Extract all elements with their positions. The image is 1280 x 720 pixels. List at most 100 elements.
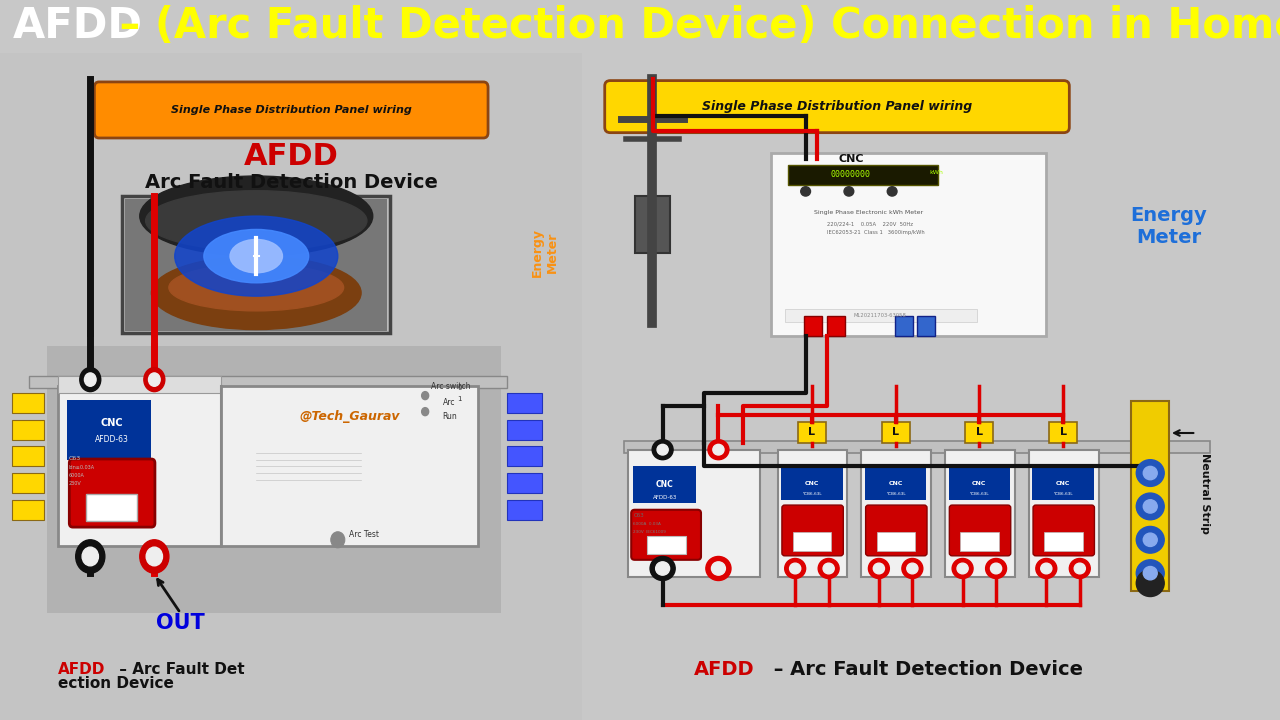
Bar [1029, 450, 1098, 577]
Circle shape [801, 186, 810, 196]
Bar [123, 196, 390, 333]
Circle shape [1041, 563, 1052, 574]
Bar [781, 468, 842, 500]
Bar [507, 500, 541, 520]
Bar [797, 422, 826, 443]
Circle shape [1074, 563, 1085, 574]
Circle shape [705, 557, 731, 580]
Bar [507, 473, 541, 493]
Text: AFDD: AFDD [694, 660, 755, 680]
Bar [794, 533, 832, 551]
Text: Arc: Arc [443, 398, 456, 408]
Circle shape [1143, 533, 1157, 546]
Ellipse shape [146, 191, 367, 251]
Text: Idn≥0.03A: Idn≥0.03A [69, 465, 95, 470]
Text: L: L [809, 428, 815, 437]
Text: L: L [892, 428, 899, 437]
Bar [59, 377, 221, 393]
Bar [877, 533, 915, 551]
Text: 6000A: 6000A [69, 473, 84, 478]
Text: ML20211703-63058: ML20211703-63058 [854, 313, 906, 318]
Text: L: L [975, 428, 983, 437]
Circle shape [76, 540, 105, 573]
Circle shape [868, 559, 890, 578]
Text: CNC: CNC [972, 480, 987, 485]
Circle shape [1137, 459, 1165, 487]
Circle shape [986, 559, 1006, 578]
Text: AFDD: AFDD [13, 5, 143, 48]
FancyBboxPatch shape [69, 459, 155, 527]
Text: – Arc Fault Detection Device: – Arc Fault Detection Device [767, 660, 1083, 680]
Text: CNC: CNC [888, 480, 902, 485]
Text: CNC: CNC [655, 480, 673, 489]
Bar [12, 420, 44, 440]
Circle shape [84, 373, 96, 386]
Bar [59, 386, 221, 546]
Bar [29, 376, 507, 387]
Text: CNC: CNC [805, 480, 819, 485]
Bar [918, 316, 936, 336]
Bar [12, 473, 44, 493]
Circle shape [708, 440, 728, 459]
Text: YCB6-63L: YCB6-63L [886, 492, 905, 496]
Ellipse shape [204, 230, 308, 283]
Text: CNC: CNC [101, 418, 123, 428]
Bar [861, 450, 932, 577]
Text: 230V  IEC61009: 230V IEC61009 [634, 530, 666, 534]
Text: AFDD: AFDD [59, 662, 106, 678]
Text: 220/224-1    0.05A    220V  50Hz: 220/224-1 0.05A 220V 50Hz [827, 222, 913, 227]
Text: Energy
Meter: Energy Meter [1130, 206, 1207, 246]
FancyBboxPatch shape [95, 82, 488, 138]
Text: CNC: CNC [838, 154, 864, 164]
Circle shape [421, 392, 429, 400]
Text: kWh: kWh [929, 170, 943, 175]
Bar [221, 386, 477, 546]
Bar [1050, 422, 1076, 443]
Circle shape [818, 559, 840, 578]
Text: OUT: OUT [156, 613, 205, 633]
Ellipse shape [230, 240, 283, 273]
Circle shape [1143, 567, 1157, 580]
Text: Arc Test: Arc Test [349, 530, 379, 539]
Bar [634, 467, 696, 503]
Text: @Tech_Gaurav: @Tech_Gaurav [300, 410, 399, 423]
Circle shape [1137, 570, 1165, 597]
Circle shape [140, 540, 169, 573]
Circle shape [1069, 559, 1091, 578]
Circle shape [713, 444, 724, 455]
Text: AFDD: AFDD [243, 142, 339, 171]
Bar [12, 500, 44, 520]
Text: YCB6-63L: YCB6-63L [969, 492, 989, 496]
Bar [804, 316, 822, 336]
Bar [778, 450, 847, 577]
Bar [1033, 468, 1093, 500]
Text: Single Phase Distribution Panel wiring: Single Phase Distribution Panel wiring [170, 105, 412, 115]
Circle shape [148, 373, 160, 386]
Bar [882, 422, 910, 443]
FancyBboxPatch shape [950, 505, 1011, 556]
Text: 230V: 230V [69, 481, 82, 486]
Text: C63: C63 [69, 456, 81, 462]
Bar [12, 393, 44, 413]
Circle shape [657, 444, 668, 455]
Bar [46, 346, 500, 613]
Text: 1: 1 [457, 396, 462, 402]
Text: Single Phase Distribution Panel wiring: Single Phase Distribution Panel wiring [701, 100, 972, 113]
Circle shape [902, 559, 923, 578]
Circle shape [1143, 500, 1157, 513]
Text: – Arc Fault Det: – Arc Fault Det [114, 662, 244, 678]
Bar [827, 316, 845, 336]
Circle shape [421, 408, 429, 415]
Bar [507, 393, 541, 413]
Circle shape [330, 532, 344, 548]
Circle shape [143, 368, 165, 392]
FancyBboxPatch shape [865, 505, 927, 556]
Text: ection Device: ection Device [59, 676, 174, 690]
Circle shape [906, 563, 918, 574]
Bar [1130, 401, 1169, 591]
Text: Run: Run [443, 412, 457, 420]
Text: Energy
Meter: Energy Meter [530, 228, 558, 277]
FancyBboxPatch shape [631, 510, 701, 560]
Bar [895, 316, 913, 336]
Circle shape [652, 440, 673, 459]
